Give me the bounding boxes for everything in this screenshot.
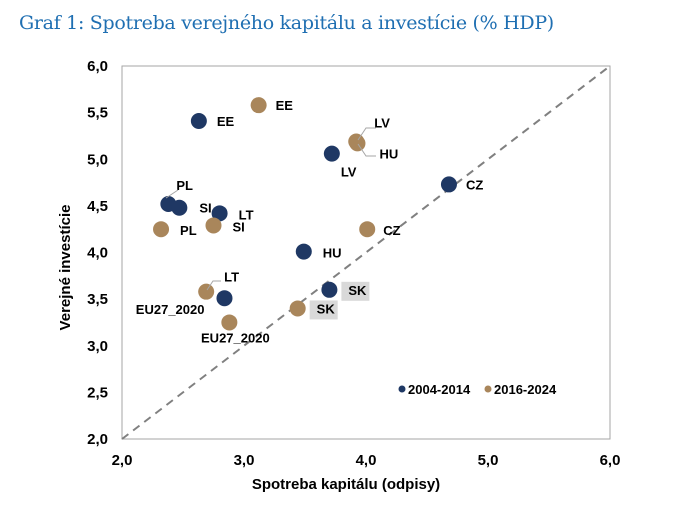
point-label: LT: [224, 270, 239, 285]
legend-marker: [398, 385, 406, 393]
data-point: [171, 199, 188, 216]
data-point: [250, 97, 267, 114]
leader-line: [165, 189, 179, 199]
y-tick-label: 2,5: [87, 384, 108, 401]
y-tick-label: 6,0: [87, 58, 108, 75]
y-tick-label: 4,0: [87, 245, 108, 262]
point-label: EU27_2020: [201, 330, 270, 345]
data-point: [289, 300, 306, 317]
point-label: HU: [379, 146, 398, 161]
leader-line: [206, 280, 221, 291]
data-point: [359, 221, 376, 238]
reference-line-45deg: [121, 65, 611, 440]
y-tick-label: 4,5: [87, 198, 108, 215]
data-point: [153, 221, 170, 238]
leader-line: [357, 127, 376, 141]
data-point: [321, 281, 338, 298]
point-label: LV: [341, 165, 357, 180]
y-axis-label: Verejné investície: [57, 205, 74, 331]
data-point: [211, 205, 228, 222]
point-label: HU: [323, 246, 342, 261]
point-label: CZ: [383, 223, 400, 238]
chart-title: Graf 1: Spotreba verejného kapitálu a in…: [19, 12, 554, 34]
point-label: SK: [348, 283, 367, 298]
point-label: LT: [239, 207, 254, 222]
y-tick-label: 5,5: [87, 105, 108, 122]
y-tick-label: 5,0: [87, 151, 108, 168]
legend-label: 2004-2014: [408, 382, 471, 397]
legend-label: 2016-2024: [494, 382, 557, 397]
x-tick-label: 3,0: [234, 452, 255, 469]
y-tick-label: 3,0: [87, 338, 108, 355]
data-point: [440, 176, 457, 193]
point-label: EE: [276, 98, 294, 113]
label-highlight-box: [309, 300, 338, 320]
point-label: EU27_2020: [136, 302, 205, 317]
data-point: [190, 113, 207, 130]
leader-line: [357, 143, 376, 157]
point-label: SK: [317, 301, 336, 316]
y-tick-label: 3,5: [87, 291, 108, 308]
point-label: PL: [176, 178, 193, 193]
x-tick-label: 4,0: [356, 452, 377, 469]
x-tick-label: 6,0: [600, 452, 621, 469]
x-tick-label: 5,0: [478, 452, 499, 469]
point-label: LV: [374, 116, 390, 131]
data-point: [349, 135, 366, 152]
plot-area-border: [121, 65, 611, 440]
point-label: PL: [180, 223, 197, 238]
data-point: [205, 217, 222, 234]
data-point: [221, 314, 238, 331]
x-tick-label: 2,0: [112, 452, 133, 469]
point-label: EE: [217, 114, 235, 129]
y-tick-label: 2,0: [87, 431, 108, 448]
data-point: [216, 290, 233, 307]
data-point: [295, 243, 312, 260]
point-label: SI: [233, 219, 245, 234]
x-axis-label: Spotreba kapitálu (odpisy): [252, 476, 440, 493]
legend-marker: [484, 385, 492, 393]
label-highlight-box: [341, 281, 370, 301]
point-label: SI: [199, 201, 211, 216]
data-point: [198, 283, 215, 300]
point-label: CZ: [466, 177, 483, 192]
data-point: [323, 145, 340, 162]
